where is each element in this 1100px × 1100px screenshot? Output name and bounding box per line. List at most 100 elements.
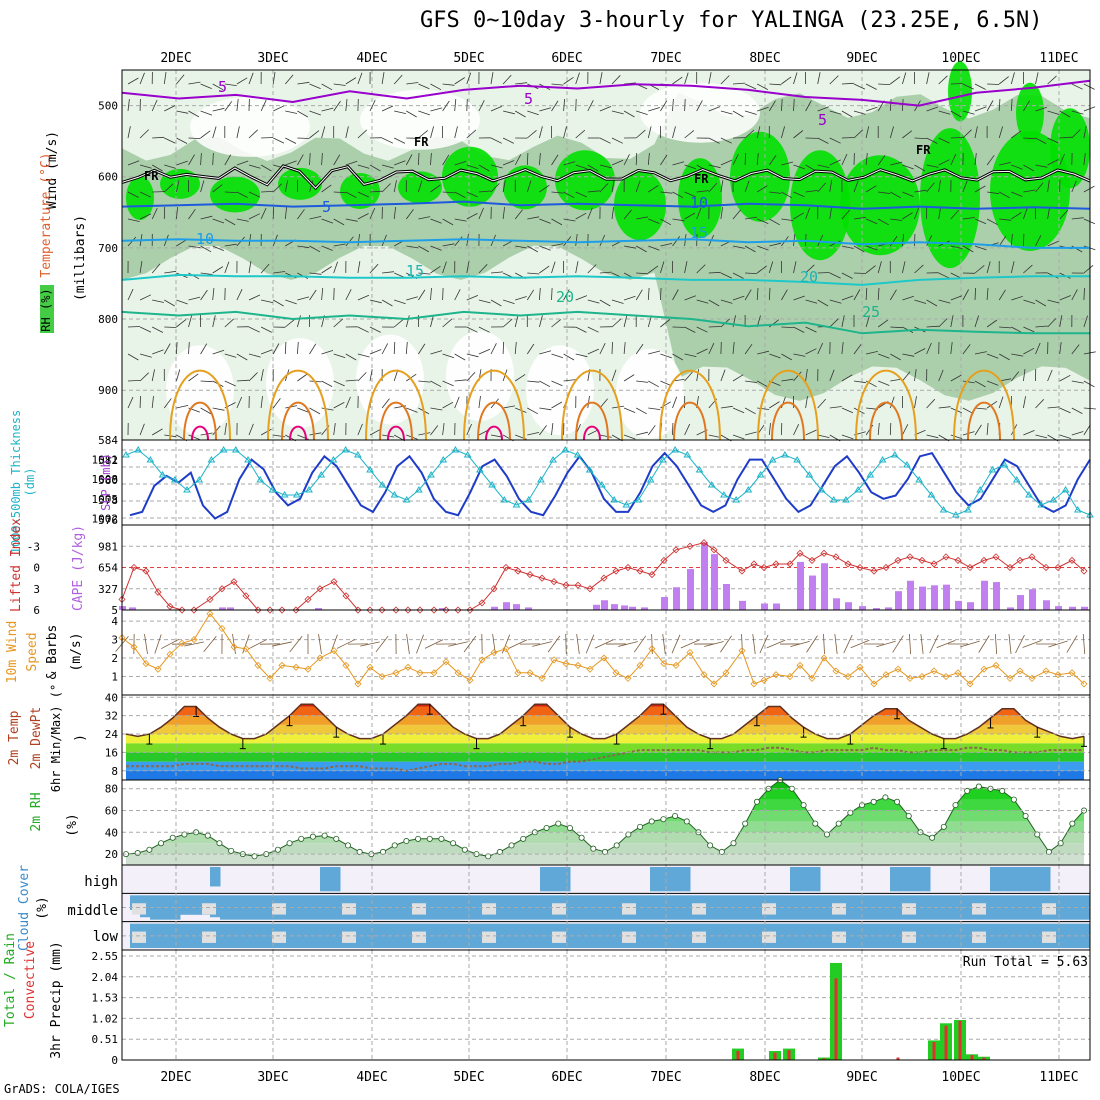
wind-barb <box>1047 207 1050 220</box>
wind-barb <box>297 296 310 301</box>
wind-barb <box>357 294 370 301</box>
wind-barb <box>769 191 782 194</box>
wind-barb <box>986 319 998 328</box>
wind-barb <box>1083 424 1091 436</box>
wind-barb <box>587 326 599 333</box>
cloud-cell-low <box>570 923 581 948</box>
wind-barb <box>865 287 868 301</box>
wind-barb <box>841 82 854 85</box>
wind-barb <box>648 185 659 193</box>
wind-barb <box>793 261 797 274</box>
lifted-index-marker <box>870 567 878 575</box>
cape-bar <box>1081 606 1088 610</box>
wind-barb <box>551 380 563 387</box>
wind-barb <box>575 191 587 198</box>
wind-barb <box>442 100 450 112</box>
thickness-marker <box>573 451 582 458</box>
wind-barb <box>1059 295 1071 301</box>
precip-tick-label: 0.51 <box>92 1033 119 1046</box>
cloud-cell-high <box>900 867 911 892</box>
wind-barb <box>696 369 699 382</box>
lifted-index-marker <box>820 549 828 557</box>
wind-barb <box>248 326 260 333</box>
rh-moist-band <box>122 92 1090 401</box>
wind-barb <box>890 161 903 166</box>
precip-convective-bar <box>773 1052 777 1060</box>
cape-bar <box>503 602 510 610</box>
wind-barb <box>1047 406 1060 409</box>
thickness-marker <box>988 466 997 473</box>
wind-barb <box>986 400 998 409</box>
wind10m-axis-label-barbs: & Barbs <box>45 625 60 680</box>
wind-barb <box>1071 110 1084 115</box>
wind-barb <box>672 236 681 247</box>
wind-barb <box>139 423 145 436</box>
wind-barb <box>1059 315 1063 328</box>
cloud-cell-middle <box>850 895 861 920</box>
cape-bar <box>809 575 816 610</box>
wind-barb <box>176 74 185 85</box>
precip-tick-label: 2.55 <box>92 950 119 963</box>
rh2m-marker <box>228 847 235 854</box>
wind-barb <box>708 326 721 328</box>
wind-barb <box>152 136 165 139</box>
wind-barb <box>393 207 396 220</box>
wind-barb <box>757 350 769 355</box>
wind-barb <box>974 106 987 112</box>
wind-barb <box>163 72 167 85</box>
cape-bar <box>525 607 532 610</box>
rh2m-marker <box>870 798 877 805</box>
wind-barb <box>357 326 369 333</box>
slp-line <box>129 451 1091 520</box>
cloud-cell-middle <box>290 895 301 920</box>
wind-barb <box>539 218 551 224</box>
lifted-index-marker <box>930 560 938 568</box>
cloud-cell-high <box>1030 867 1041 892</box>
wind10m-tick-label: 1 <box>111 671 118 684</box>
lifted-index-marker <box>1054 563 1062 572</box>
lifted-index-marker <box>254 606 262 614</box>
wind-barb <box>466 98 468 112</box>
wind-barb <box>587 396 590 409</box>
precip-frame <box>121 949 1091 1061</box>
wind-barb <box>1059 209 1069 220</box>
cape-tick-label: 654 <box>98 562 118 575</box>
wind-barb <box>152 164 163 172</box>
precip-tick-label: 1.53 <box>92 992 119 1005</box>
cloud-cell-middle <box>920 895 931 920</box>
thickness-axis-unit: (dm) <box>23 468 37 497</box>
wind-barb <box>708 342 715 355</box>
wind-speed-marker <box>1054 671 1062 679</box>
dewpoint-line <box>126 746 1084 772</box>
wind-barb <box>986 287 989 301</box>
wind-barb <box>321 380 333 387</box>
wind-barb <box>611 180 615 193</box>
wind-barb <box>1035 182 1044 193</box>
wind-barb <box>514 341 517 355</box>
thickness-axis-label: 1000-500mb Thickness <box>9 410 23 555</box>
wind-barb <box>381 299 393 307</box>
wind-barb <box>188 341 190 355</box>
thickness-marker <box>903 461 911 468</box>
cape-bar <box>1017 595 1024 610</box>
pressure-tick-label: 700 <box>98 242 118 255</box>
wind-barb <box>926 72 930 85</box>
precip-tick-label: 1.02 <box>92 1012 119 1025</box>
wind-barb <box>321 184 332 193</box>
wind-barb <box>696 100 703 112</box>
wind-barb <box>720 180 724 193</box>
wind-barb <box>745 380 758 383</box>
pressure-tick-label: 900 <box>98 384 118 397</box>
wind-barb <box>502 207 505 220</box>
lifted-index-marker <box>686 542 694 550</box>
wind-barb <box>575 295 588 301</box>
thickness-marker <box>439 456 448 463</box>
wind-barb <box>1047 318 1057 328</box>
thickness-marker <box>366 466 374 473</box>
wind-speed-marker <box>526 669 534 677</box>
wind-barb <box>599 434 612 438</box>
wind-barb <box>829 180 833 193</box>
thickness-marker <box>256 476 265 483</box>
cloud-cell-high <box>990 867 1001 892</box>
lifted-index-marker <box>278 606 286 614</box>
